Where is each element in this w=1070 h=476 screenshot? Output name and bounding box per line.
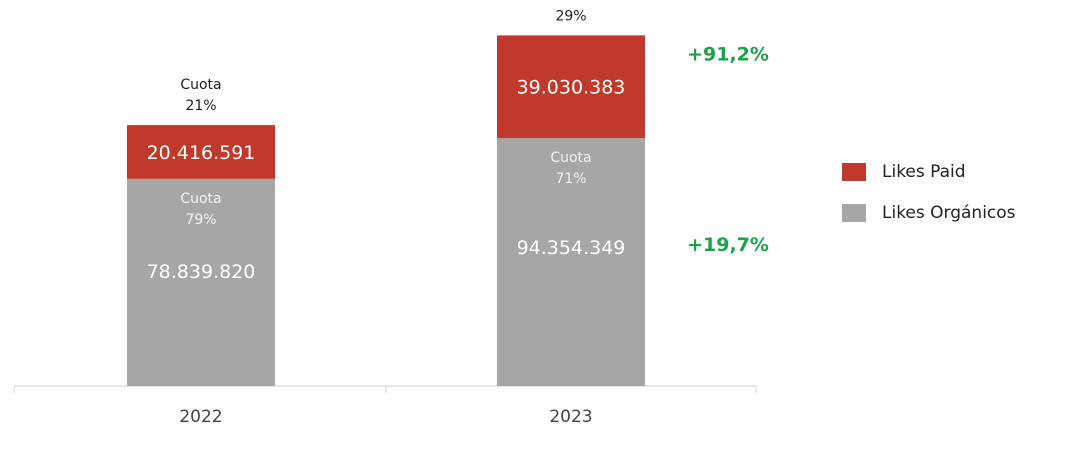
data-label-organicos-2023: 94.354.349 xyxy=(517,237,626,259)
growth-label-paid: +91,2% xyxy=(687,43,769,65)
bar-organicos-2023 xyxy=(497,137,645,386)
share-title-paid-2023: Cuota xyxy=(550,0,591,3)
growth-label-organicos: +19,7% xyxy=(687,234,769,256)
legend-swatch-likes-paid xyxy=(842,163,866,181)
legend-label-likes-paid: Likes Paid xyxy=(882,162,966,182)
x-tick-label-2022: 2022 xyxy=(179,407,222,427)
bar-paid-2022 xyxy=(127,125,275,179)
x-tick-label-2023: 2023 xyxy=(549,407,592,427)
share-value-organicos-2023: 71% xyxy=(555,171,586,187)
legend-item-likes-paid: Likes Paid xyxy=(842,160,1016,184)
data-label-organicos-2022: 78.839.820 xyxy=(147,261,256,283)
share-value-paid-2023: 29% xyxy=(555,8,586,24)
share-title-paid-2022: Cuota xyxy=(180,77,221,93)
data-label-paid-2023: 39.030.383 xyxy=(517,77,626,99)
share-title-organicos-2023: Cuota xyxy=(550,150,591,166)
bar-paid-2023 xyxy=(497,35,645,138)
share-value-organicos-2022: 79% xyxy=(185,212,216,228)
legend-item-likes-organicos: Likes Orgánicos xyxy=(842,201,1016,225)
share-title-organicos-2022: Cuota xyxy=(180,191,221,207)
share-value-paid-2022: 21% xyxy=(185,98,216,114)
legend-label-likes-organicos: Likes Orgánicos xyxy=(882,203,1016,223)
legend: Likes Paid Likes Orgánicos xyxy=(842,160,1016,242)
legend-swatch-likes-organicos xyxy=(842,204,866,222)
data-label-paid-2022: 20.416.591 xyxy=(147,142,256,164)
bar-organicos-2022 xyxy=(127,178,275,386)
